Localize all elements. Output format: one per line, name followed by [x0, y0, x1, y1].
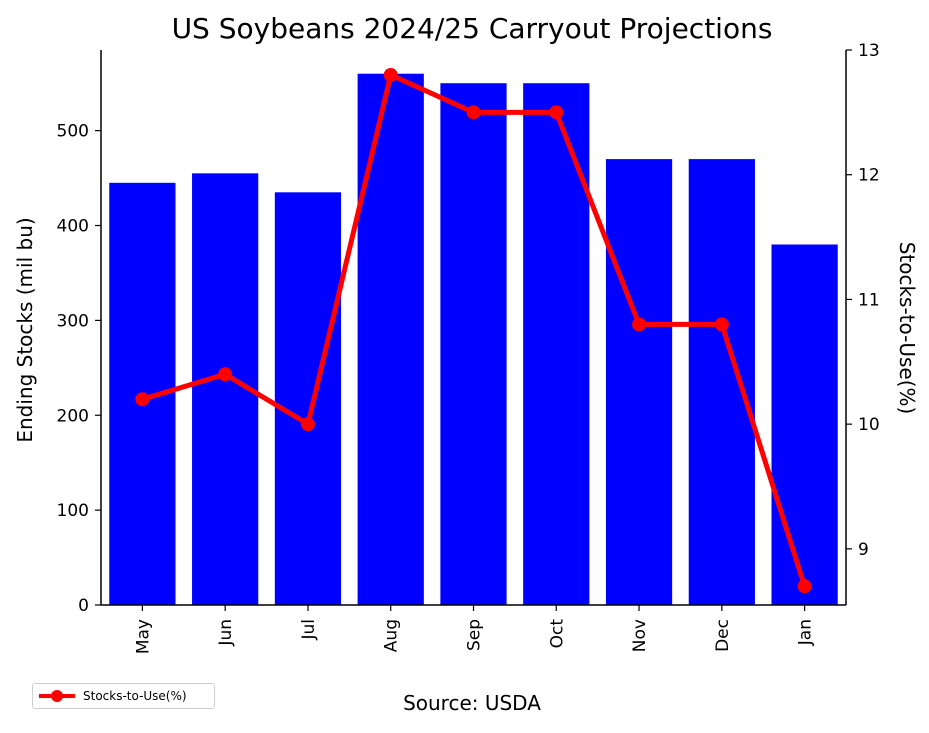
- y-tick-label: 0: [78, 596, 89, 616]
- bar: [605, 159, 673, 605]
- y2-tick-label: 9: [858, 540, 869, 560]
- bar: [440, 83, 507, 605]
- bar: [688, 159, 755, 605]
- x-tick-label: Sep: [465, 619, 485, 651]
- bar: [357, 73, 424, 605]
- legend: Stocks-to-Use(%): [32, 683, 215, 709]
- stocks-to-use-point: [632, 317, 647, 332]
- stocks-to-use-point: [714, 317, 729, 332]
- legend-line-marker-icon: [37, 689, 77, 703]
- y2-tick-label: 10: [858, 415, 880, 435]
- bar: [274, 192, 342, 606]
- stocks-to-use-point: [135, 392, 150, 407]
- legend-label: Stocks-to-Use(%): [83, 689, 187, 703]
- chart-title: US Soybeans 2024/25 Carryout Projections: [172, 12, 773, 45]
- bar: [523, 83, 590, 605]
- y2-tick-label: 13: [858, 41, 880, 61]
- y2-tick-label: 11: [858, 290, 880, 310]
- y-tick-label: 300: [57, 311, 89, 331]
- x-tick-label: Jan: [796, 619, 816, 646]
- x-tick-label: May: [133, 619, 153, 654]
- x-tick-label: Jun: [216, 619, 236, 647]
- stocks-to-use-point: [797, 579, 812, 594]
- stocks-to-use-point: [218, 367, 233, 382]
- stocks-to-use-point: [383, 67, 398, 82]
- x-tick-label: Jul: [299, 619, 319, 641]
- y-tick-label: 100: [57, 501, 89, 521]
- y-tick-label: 200: [57, 406, 89, 426]
- y-tick-label: 500: [57, 122, 89, 142]
- x-tick-label: Nov: [630, 619, 650, 652]
- y2-axis-label: Stocks-to-Use(%): [895, 242, 919, 415]
- x-tick-label: Oct: [547, 619, 567, 649]
- x-tick-label: Aug: [382, 619, 402, 652]
- x-tick-label: Dec: [713, 619, 733, 652]
- bar: [771, 244, 838, 605]
- stocks-to-use-point: [549, 105, 564, 120]
- y2-tick-label: 12: [858, 166, 880, 186]
- y-tick-label: 400: [57, 217, 89, 237]
- y-axis-label: Ending Stocks (mil bu): [13, 217, 37, 442]
- x-axis-label: Source: USDA: [403, 691, 541, 715]
- stocks-to-use-point: [300, 417, 315, 432]
- stocks-to-use-point: [466, 105, 481, 120]
